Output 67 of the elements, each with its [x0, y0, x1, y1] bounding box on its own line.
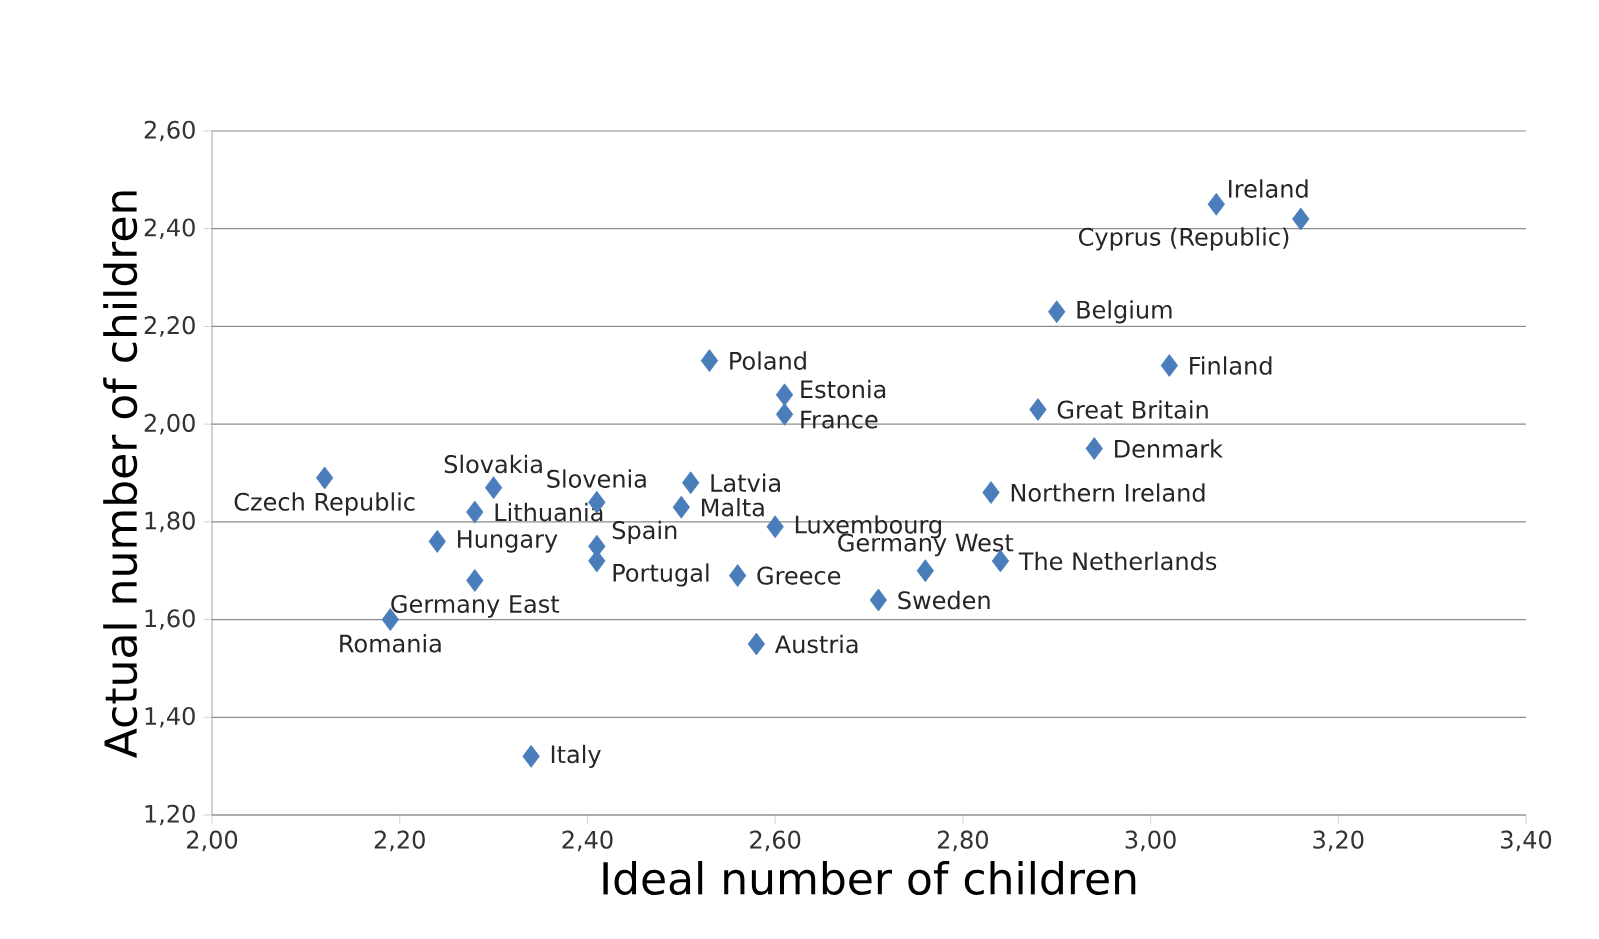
- annotation: Poland: [730, 351, 806, 370]
- point: [869, 588, 888, 612]
- point: [747, 632, 766, 656]
- x-axis-title: Ideal number of children: [603, 860, 1136, 895]
- point: [466, 500, 484, 524]
- y-tick-label: 1,40: [145, 706, 195, 728]
- point: [1085, 437, 1103, 460]
- point: [484, 476, 503, 500]
- annotation: Austria: [774, 634, 858, 654]
- point: [982, 481, 1000, 504]
- annotation: Slovakia: [444, 454, 542, 474]
- annotation: Estonia: [801, 379, 886, 399]
- annotation: Latvia: [711, 473, 780, 493]
- annotation: Slovenia: [547, 469, 646, 488]
- point: [1207, 192, 1225, 216]
- point: [682, 471, 700, 495]
- annotation: Belgium: [1077, 300, 1172, 324]
- point: [1029, 398, 1047, 421]
- x-tick-label: 2,40: [562, 830, 613, 852]
- point: [1292, 207, 1310, 231]
- point: [428, 530, 446, 553]
- y-tick-label: 1,80: [145, 511, 195, 533]
- annotation: Northern Ireland: [1011, 483, 1205, 502]
- point: [672, 495, 690, 519]
- x-tick-label: 2,60: [750, 830, 801, 852]
- annotation: France: [801, 410, 878, 429]
- annotation: Portugal: [613, 563, 709, 587]
- annotation: Malta: [702, 497, 764, 517]
- point: [522, 744, 540, 768]
- annotation: Finland: [1190, 356, 1272, 375]
- annotation: Spain: [612, 520, 677, 544]
- annotation: Czech Republic: [234, 492, 415, 516]
- y-tick-label: 1,20: [145, 804, 195, 826]
- x-tick-label: 2,20: [374, 830, 425, 852]
- point: [766, 515, 784, 539]
- annotation: Hungary: [458, 530, 558, 553]
- y-axis-title: Actual number of children: [103, 191, 138, 758]
- point: [1160, 354, 1179, 377]
- point: [700, 349, 719, 373]
- annotation: Greece: [757, 566, 841, 585]
- x-tick-label: 3,40: [1501, 830, 1552, 852]
- point: [1048, 300, 1066, 324]
- y-tick-label: 1,60: [145, 609, 195, 630]
- point: [775, 383, 794, 407]
- x-tick-label: 3,20: [1313, 830, 1364, 852]
- y-tick-label: 2,40: [144, 218, 195, 240]
- y-tick-label: 2,60: [144, 120, 195, 142]
- point: [315, 466, 334, 490]
- y-tick-label: 2,20: [144, 316, 195, 337]
- annotation: Germany East: [391, 594, 560, 618]
- annotation: Ireland: [1229, 179, 1308, 198]
- y-tick-label: 2,00: [144, 413, 195, 435]
- point: [775, 402, 794, 426]
- annotation: Italy: [551, 744, 601, 768]
- point: [466, 569, 484, 592]
- annotation: The Netherlands: [1018, 551, 1217, 571]
- annotation: Lithuania: [495, 502, 603, 522]
- annotation: Sweden: [898, 590, 990, 610]
- point: [916, 559, 934, 583]
- x-tick-label: 2,00: [187, 830, 238, 852]
- annotation: Great Britain: [1057, 400, 1208, 419]
- annotation: Denmark: [1115, 439, 1223, 458]
- x-tick-label: 2,80: [937, 830, 988, 852]
- annotation: Cyprus (Republic): [1079, 227, 1289, 251]
- point: [728, 564, 747, 587]
- annotation: Romania: [340, 633, 441, 653]
- x-tick-label: 3,00: [1125, 830, 1176, 852]
